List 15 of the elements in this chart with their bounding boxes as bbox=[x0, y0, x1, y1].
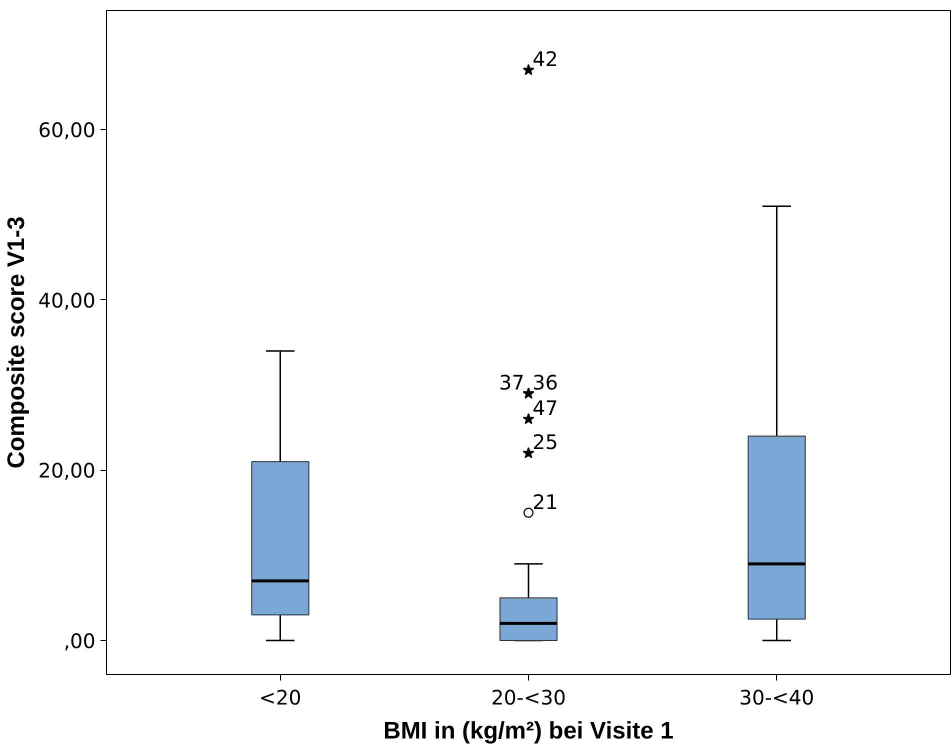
y-tick-label: 20,00 bbox=[38, 458, 96, 483]
annotation: 42 bbox=[532, 47, 558, 72]
y-tick-label: ,00 bbox=[64, 628, 96, 653]
y-axis-title: Composite score V1-3 bbox=[3, 216, 30, 469]
y-tick-label: 60,00 bbox=[38, 118, 96, 142]
x-axis-title: BMI in (kg/m²) bei Visite 1 bbox=[383, 718, 674, 744]
annotation: 36 bbox=[532, 370, 558, 395]
x-tick-label: 30-<40 bbox=[739, 686, 814, 710]
annotation: 37 bbox=[499, 370, 525, 395]
annotation: 25 bbox=[532, 430, 558, 454]
x-tick-label: 20-<30 bbox=[491, 686, 566, 710]
x-tick-label: <20 bbox=[259, 686, 302, 710]
annotation: 21 bbox=[532, 490, 558, 514]
y-tick-label: 40,00 bbox=[38, 288, 96, 312]
annotation: 47 bbox=[532, 396, 558, 420]
